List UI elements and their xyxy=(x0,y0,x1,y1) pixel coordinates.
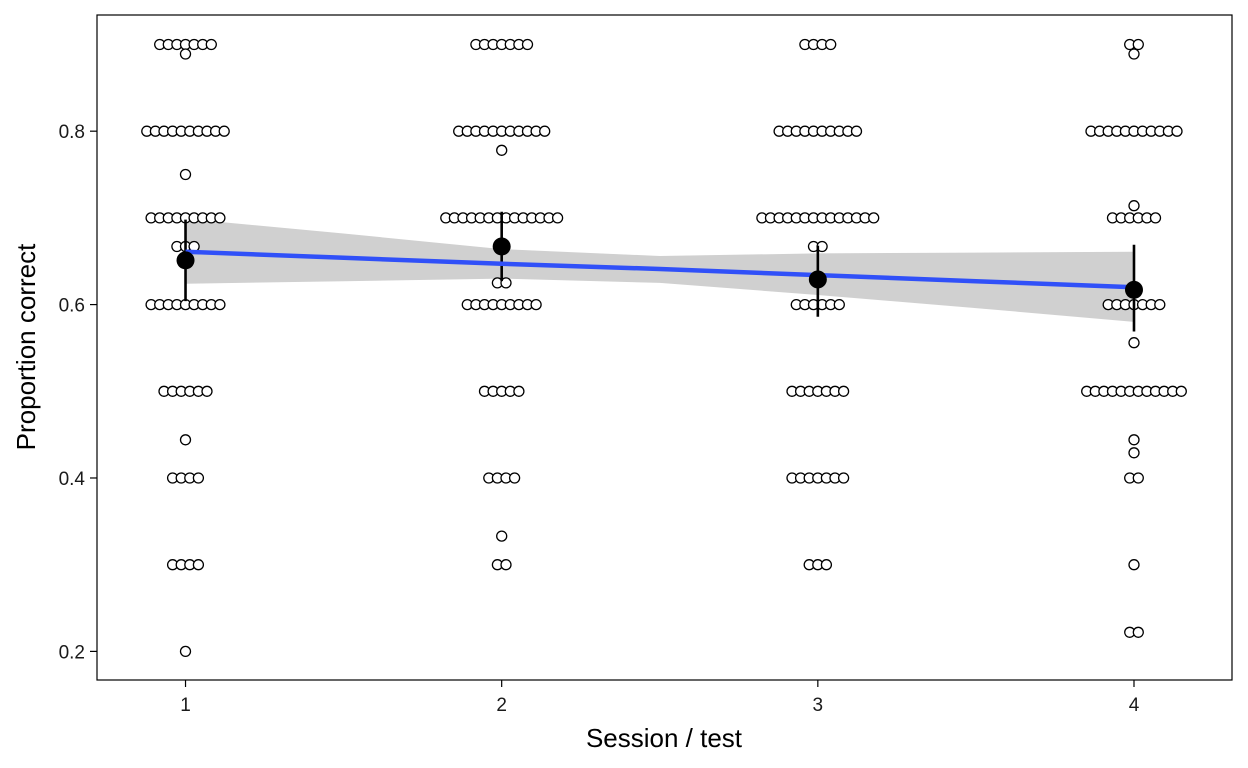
y-axis-title: Proportion correct xyxy=(11,243,41,450)
raw-data-point xyxy=(833,298,845,311)
raw-data-point xyxy=(496,530,508,542)
raw-data-point xyxy=(837,385,850,397)
mean-point xyxy=(1124,280,1143,299)
y-tick-label: 0.6 xyxy=(59,296,85,317)
raw-data-point xyxy=(179,48,192,60)
raw-data-point xyxy=(179,434,192,446)
raw-data-point xyxy=(500,277,512,289)
raw-data-point xyxy=(214,298,226,311)
raw-data-point xyxy=(496,144,508,156)
raw-data-point xyxy=(179,168,192,181)
raw-data-point xyxy=(1128,434,1140,446)
y-tick-label: 0.4 xyxy=(59,469,86,490)
raw-data-point xyxy=(179,645,192,658)
raw-data-point xyxy=(820,559,833,571)
mean-point xyxy=(176,251,195,270)
raw-data-point xyxy=(1128,559,1140,571)
raw-data-point xyxy=(1128,48,1140,60)
y-tick-label: 0.2 xyxy=(59,642,85,663)
raw-data-point xyxy=(530,298,542,311)
raw-data-point xyxy=(1149,212,1162,224)
raw-data-point xyxy=(868,212,880,224)
raw-data-point xyxy=(218,125,230,137)
raw-data-point xyxy=(192,559,205,571)
raw-data-point xyxy=(521,38,534,51)
raw-data-point xyxy=(1128,447,1140,459)
raw-data-point xyxy=(539,125,551,137)
raw-data-point xyxy=(500,559,512,571)
fit-line xyxy=(185,249,1135,290)
raw-data-point xyxy=(201,385,213,397)
raw-data-point xyxy=(192,472,205,484)
raw-data-point xyxy=(214,212,226,224)
raw-data-point xyxy=(850,125,863,137)
raw-data-point xyxy=(1175,385,1187,397)
raw-data-point xyxy=(551,212,564,224)
raw-data-point xyxy=(513,385,525,397)
plot-panel xyxy=(96,14,1233,681)
mean-point xyxy=(492,237,511,256)
raw-data-point xyxy=(1128,200,1140,212)
raw-data-point xyxy=(825,38,837,51)
raw-data-point xyxy=(1171,125,1183,137)
raw-data-point xyxy=(1128,337,1140,349)
x-tick-label: 2 xyxy=(496,695,507,716)
mean-point xyxy=(808,270,827,289)
x-tick-label: 3 xyxy=(813,695,824,716)
raw-data-point xyxy=(508,472,521,484)
raw-data-point xyxy=(1132,472,1144,484)
raw-data-point xyxy=(1132,38,1144,51)
raw-data-point xyxy=(205,38,217,51)
x-tick-label: 1 xyxy=(180,695,191,716)
x-axis-title: Session / test xyxy=(586,723,743,753)
x-tick-label: 4 xyxy=(1129,695,1140,716)
raw-data-point xyxy=(1132,626,1144,638)
raw-data-point xyxy=(1154,298,1166,311)
y-tick-label: 0.8 xyxy=(59,122,85,143)
raw-data-point xyxy=(837,472,850,484)
